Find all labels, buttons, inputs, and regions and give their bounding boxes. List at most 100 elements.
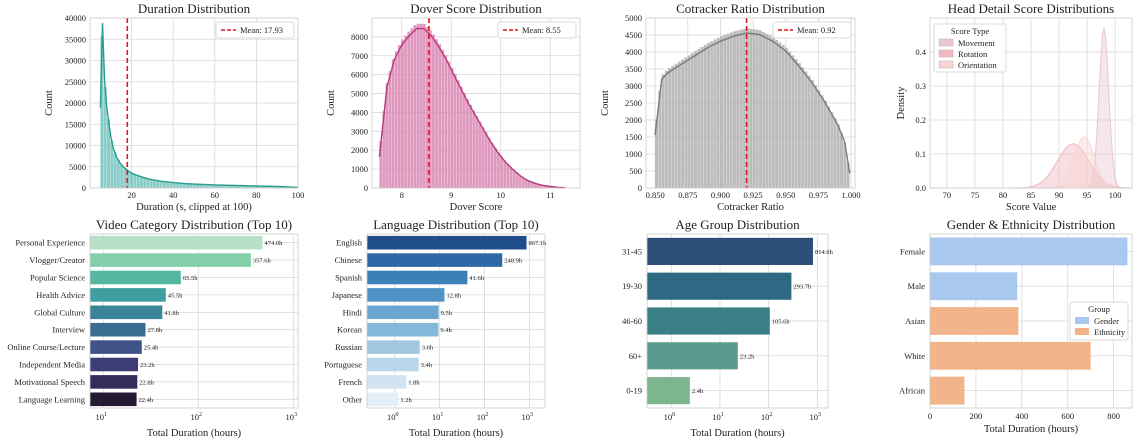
x-axis-label: Score Value: [1006, 202, 1057, 213]
y-tick-label: 3500: [625, 64, 642, 74]
histogram-bar: [205, 184, 209, 188]
category-label: Motivational Speech: [14, 377, 85, 387]
histogram-bar: [179, 183, 183, 188]
x-axis-label: Total Duration (hours): [147, 428, 242, 439]
x-tick-label: 0.875: [678, 190, 697, 200]
x-tick-label: 8: [400, 190, 404, 200]
category-label: White: [904, 351, 925, 361]
x-tick-exponent: 2: [485, 412, 488, 418]
x-axis-label: Total Duration (hours): [690, 428, 785, 439]
x-tick-label: 103: [286, 412, 298, 422]
x-tick-exponent: 2: [769, 412, 772, 418]
histogram-bar: [120, 164, 124, 188]
category-label: Russian: [335, 342, 363, 352]
bar: [930, 307, 1019, 335]
x-tick-label: 400: [1015, 411, 1028, 421]
histogram-bar: [156, 180, 160, 188]
histogram-bar: [749, 28, 753, 188]
histogram-bar: [768, 35, 772, 189]
histogram-bar: [139, 176, 143, 188]
histogram-bar: [684, 57, 688, 188]
bar-value-label: 65.5h: [183, 275, 198, 282]
histogram-bar: [435, 39, 438, 188]
y-tick-label: 6000: [351, 70, 368, 80]
x-tick-label: 200: [970, 411, 983, 421]
histogram-bar: [130, 172, 134, 188]
y-tick-label: 0: [82, 183, 86, 193]
y-axis-label: Density: [896, 86, 907, 119]
histogram-bar: [843, 142, 847, 188]
category-label: 0-19: [626, 386, 642, 396]
histogram-bar: [830, 112, 834, 188]
histogram-bar: [232, 185, 236, 188]
category-label: Chinese: [335, 255, 363, 265]
y-tick-label: 0: [638, 183, 642, 193]
bar-value-label: 23.2h: [740, 353, 755, 360]
bar-value-label: 474.0h: [264, 240, 283, 247]
x-tick-label: 80: [999, 190, 1008, 200]
y-tick-label: 0: [364, 183, 368, 193]
histogram-bar: [726, 33, 730, 188]
legend-box: [933, 23, 1007, 73]
histogram-bar: [153, 179, 157, 188]
bar-value-label: 9.4h: [440, 327, 452, 334]
histogram-bar: [413, 25, 417, 189]
histogram-bar: [493, 147, 497, 188]
y-tick-label: 8000: [351, 32, 368, 42]
histogram-bar: [531, 182, 534, 188]
histogram-bar: [755, 29, 759, 188]
y-tick-label: 4000: [351, 107, 368, 117]
histogram-bar: [794, 59, 798, 188]
bar: [367, 322, 439, 337]
category-label: Vlogger/Creator: [29, 255, 85, 265]
x-axis-label: Total Duration (hours): [409, 428, 504, 439]
bar: [90, 340, 142, 354]
y-tick-label: 0.2: [915, 115, 926, 125]
histogram-bar: [176, 182, 180, 188]
x-tick-label: 100: [664, 412, 676, 422]
histogram-bar: [133, 174, 137, 188]
histogram-bar: [817, 90, 821, 188]
histogram-bar: [149, 179, 153, 188]
y-tick-label: 40000: [65, 13, 86, 23]
x-tick-label: 101: [432, 412, 444, 422]
histogram-bar: [707, 42, 710, 188]
histogram-bar: [549, 186, 553, 188]
x-tick-exponent: 0: [396, 412, 399, 418]
histogram-bar: [497, 152, 500, 188]
histogram-bar: [503, 160, 507, 188]
histogram-bar: [228, 185, 232, 188]
histogram-bar: [836, 124, 840, 188]
y-tick-label: 0.0: [915, 183, 926, 193]
histogram-bar: [801, 67, 805, 188]
chart-title: Duration Distribution: [138, 1, 251, 16]
histogram-bar: [820, 95, 824, 188]
y-tick-label: 2000: [625, 115, 642, 125]
category-label: Asian: [905, 316, 926, 326]
gender_ethnicity-panel: 0 200 400 600 800 Female Male Asian White African…: [899, 217, 1133, 435]
histogram-bar: [723, 34, 727, 189]
legend-label: Orientation: [958, 60, 997, 70]
x-tick-label: 0.900: [711, 190, 730, 200]
histogram-bar: [700, 46, 704, 189]
histogram-bar: [385, 82, 389, 188]
x-tick-label: 100: [292, 190, 305, 200]
histogram-bar: [472, 110, 476, 188]
histogram-bar: [524, 179, 528, 188]
x-tick-label: 0.975: [809, 190, 828, 200]
y-tick-label: 2000: [351, 145, 368, 155]
histogram-bar: [209, 184, 213, 188]
x-tick-exponent: 0: [672, 412, 675, 418]
axes-frame: [929, 233, 1133, 409]
histogram-bar: [110, 140, 114, 188]
histogram-bar: [500, 156, 503, 188]
x-axis-label: Dover Score: [450, 202, 503, 213]
histogram-bar: [382, 111, 386, 188]
y-tick-label: 5000: [69, 162, 86, 172]
y-axis-label: Count: [600, 90, 611, 116]
bar: [647, 342, 738, 370]
bar-value-label: 293.7h: [793, 284, 812, 291]
y-tick-label: 500: [629, 166, 642, 176]
x-tick-label: 40: [169, 190, 178, 200]
histogram-bar: [778, 42, 782, 188]
